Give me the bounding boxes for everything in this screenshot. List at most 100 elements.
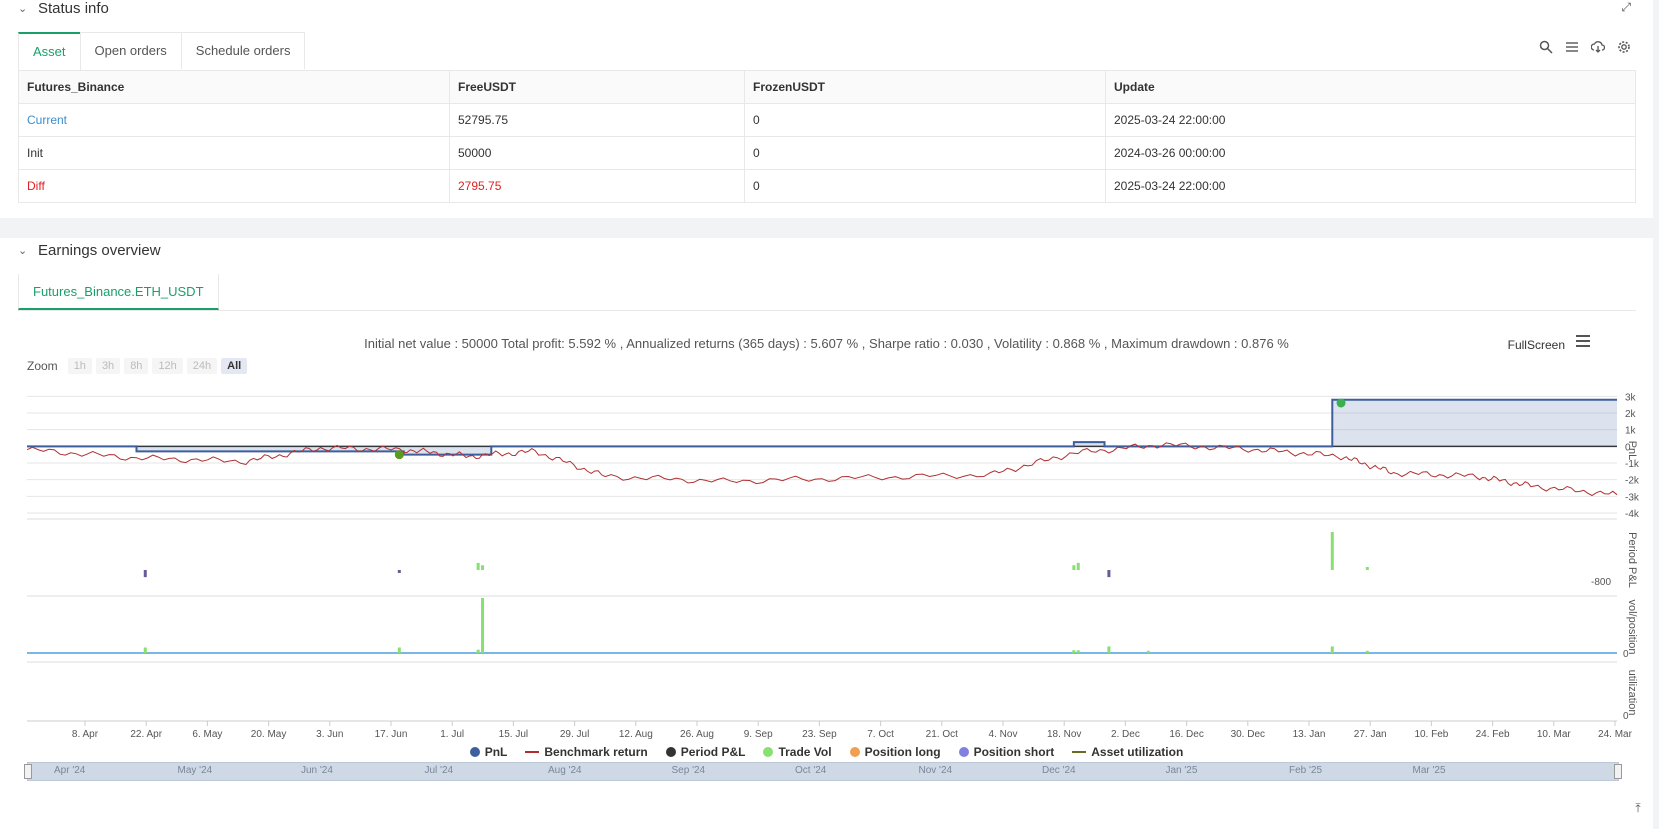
status-info-header[interactable]: ⌄ Status info — [18, 0, 109, 17]
pnl-line — [27, 398, 1617, 456]
legend-swatch — [665, 747, 676, 757]
tab-open-orders[interactable]: Open orders — [79, 32, 182, 69]
x-tick-label: 27. Jan — [1354, 729, 1387, 740]
range-navigator[interactable]: Apr '24 May '24 Jun '24 Jul '24 Aug '24 Sep '… — [24, 762, 1622, 781]
tab-asset[interactable]: Asset — [18, 32, 81, 70]
navigator-month-label: Nov '24 — [918, 765, 953, 776]
free-usdt-cell: 2795.75 — [449, 169, 745, 203]
legend-swatch — [763, 747, 774, 757]
cloud-download-icon[interactable] — [1591, 40, 1605, 54]
collapse-icon[interactable]: ⤢ — [1621, 0, 1631, 14]
navigator-month-label: Dec '24 — [1042, 765, 1076, 776]
earnings-overview-header[interactable]: ⌄ Earnings overview — [18, 242, 161, 259]
x-tick-label: 10. Mar — [1537, 729, 1572, 740]
zoom-1h-button[interactable]: 1h — [67, 358, 92, 374]
table-toolbar — [1539, 40, 1631, 54]
column-header: Futures_Binance — [18, 70, 450, 104]
legend-swatch — [849, 747, 860, 757]
zoom-8h-button[interactable]: 8h — [124, 358, 149, 374]
period-pnl-bar — [1072, 565, 1076, 570]
chevron-down-icon: ⌄ — [18, 3, 28, 15]
row-label-current[interactable]: Current — [18, 103, 450, 137]
frozen-usdt-cell: 0 — [744, 169, 1106, 203]
legend-label: PnL — [484, 745, 508, 759]
free-usdt-cell: 50000 — [449, 136, 745, 170]
trade-vol-bar — [481, 598, 485, 653]
y-tick-label: 3k — [1625, 392, 1637, 403]
x-tick-label: 21. Oct — [926, 729, 958, 740]
free-usdt-cell: 52795.75 — [449, 103, 745, 137]
period-pnl-bar — [1076, 562, 1080, 570]
navigator-right-handle[interactable] — [1614, 764, 1622, 779]
legend-swatch — [1072, 751, 1087, 753]
legend-period-pnl[interactable]: Period P&L — [665, 745, 746, 759]
list-icon[interactable] — [1565, 40, 1579, 54]
row-label-diff: Diff — [18, 169, 450, 203]
y-tick-label: 2k — [1625, 409, 1637, 420]
legend-pnl[interactable]: PnL — [469, 745, 508, 759]
legend-trade-vol[interactable]: Trade Vol — [763, 745, 832, 759]
search-icon[interactable] — [1539, 40, 1553, 54]
x-tick-label: 4. Nov — [989, 729, 1018, 740]
tab-schedule-orders[interactable]: Schedule orders — [180, 32, 306, 69]
x-tick-label: 13. Jan — [1293, 729, 1326, 740]
y-tick-label: 0 — [1625, 442, 1631, 453]
y-tick-label: -4k — [1625, 509, 1640, 520]
trade-vol-bar — [397, 647, 401, 653]
x-tick-label: 12. Aug — [619, 729, 653, 740]
x-tick-label: 18. Nov — [1047, 729, 1081, 740]
x-tick-label: 24. Feb — [1476, 729, 1510, 740]
table-row: Current 52795.75 0 2025-03-24 22:00:00 — [18, 103, 1636, 137]
x-tick-label: 22. Apr — [130, 729, 162, 740]
chart-menu-icon[interactable] — [1575, 334, 1591, 348]
legend-position-short[interactable]: Position short — [958, 745, 1054, 759]
earnings-overview-panel: ⌄ Earnings overview Futures_Binance.ETH_… — [0, 238, 1653, 829]
period-pnl-bar — [481, 565, 485, 570]
trade-vol-bar — [143, 647, 147, 653]
asset-table: Futures_Binance FreeUSDT FrozenUSDT Upda… — [18, 70, 1636, 203]
x-tick-label: 24. Mar — [1598, 729, 1633, 740]
period-pnl-bar — [143, 570, 147, 578]
x-tick-label: 26. Aug — [680, 729, 714, 740]
column-header: FreeUSDT — [449, 70, 745, 104]
navigator-month-label: Mar '25 — [1412, 765, 1446, 776]
axis-title: vol/position — [1626, 599, 1638, 654]
row-label-init: Init — [18, 136, 450, 170]
x-tick-label: 1. Jul — [440, 729, 464, 740]
y-tick-label: -3k — [1625, 492, 1640, 503]
x-tick-label: 2. Dec — [1111, 729, 1140, 740]
navigator-left-handle[interactable] — [24, 764, 32, 779]
legend-label: Asset utilization — [1091, 745, 1184, 759]
trade-marker — [394, 450, 404, 460]
navigator-month-label: Sep '24 — [671, 765, 706, 776]
legend-label: Period P&L — [680, 745, 746, 759]
axis-title: PnL — [1626, 441, 1638, 461]
x-tick-label: 6. May — [192, 729, 222, 740]
trade-vol-bar — [1076, 650, 1080, 653]
gear-icon[interactable] — [1617, 40, 1631, 54]
legend-benchmark-return[interactable]: Benchmark return — [525, 745, 648, 759]
axis-title: utilization — [1626, 670, 1638, 716]
legend-position-long[interactable]: Position long — [849, 745, 941, 759]
performance-summary: Initial net value : 50000 Total profit: … — [364, 336, 1289, 351]
zoom-12h-button[interactable]: 12h — [152, 358, 183, 374]
zoom-all-button[interactable]: All — [221, 358, 248, 374]
zoom-24h-button[interactable]: 24h — [186, 358, 218, 374]
zoom-3h-button[interactable]: 3h — [95, 358, 121, 374]
scroll-top-icon[interactable]: ⤒ — [1635, 801, 1641, 815]
zoom-label: Zoom — [27, 359, 58, 373]
y-tick-label: 1k — [1625, 426, 1637, 437]
update-cell: 2025-03-24 22:00:00 — [1105, 169, 1636, 203]
pnl-area — [27, 399, 1617, 455]
x-tick-label: 3. Jun — [316, 729, 343, 740]
legend-asset-utilization[interactable]: Asset utilization — [1072, 745, 1183, 759]
section-title: Earnings overview — [38, 242, 161, 259]
trade-vol-bar — [1146, 650, 1150, 653]
x-tick-label: 20. May — [251, 729, 287, 740]
fullscreen-button[interactable]: FullScreen — [1507, 338, 1565, 352]
y-tick-label: 0 — [1623, 649, 1629, 660]
x-tick-label: 17. Jun — [375, 729, 408, 740]
earnings-tabs: Futures_Binance.ETH_USDT — [18, 274, 1636, 311]
tab-futures-binance-eth-usdt[interactable]: Futures_Binance.ETH_USDT — [18, 274, 219, 310]
trade-vol-bar — [476, 649, 480, 653]
